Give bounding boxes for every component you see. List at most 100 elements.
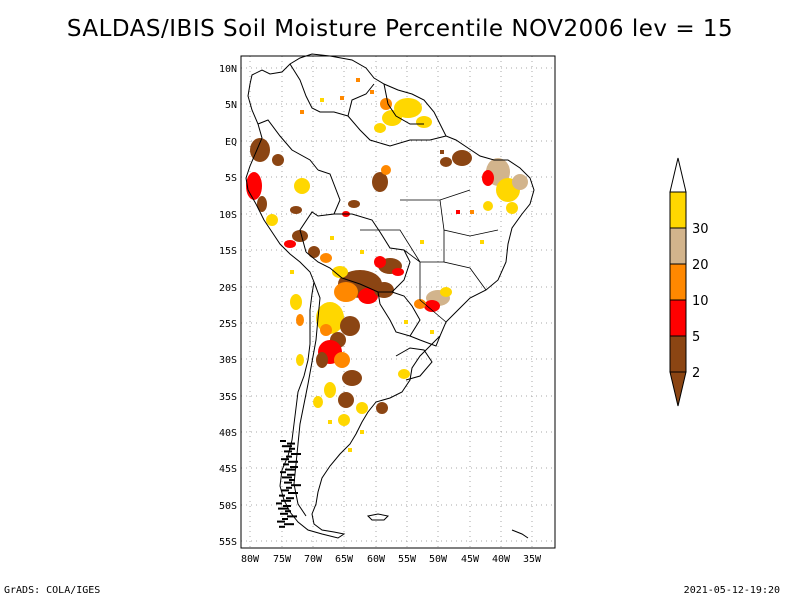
moisture-patch [376,402,388,414]
coast-island [280,440,286,442]
lat-tick-label: 35S [219,392,237,403]
coast-island [285,468,295,471]
moisture-patch [374,282,394,298]
moisture-patch [246,172,262,200]
map-title: SALDAS/IBIS Soil Moisture Percentile NOV… [66,16,734,42]
latitude-tick-labels: 10N 5N EQ 5S 10S 15S 20S 25S 30S 35S 40S 45S 50S 55S [219,64,237,548]
legend-swatch [669,263,687,301]
legend-bottom-arrow [669,371,687,407]
coast-island [283,463,289,466]
border-colombia-ecuador-peru [257,119,319,171]
lon-tick-label: 75W [273,554,292,565]
coast-island [290,466,298,468]
moisture-patch [416,116,432,128]
moisture-patch [290,206,302,214]
border-bolivia [305,213,411,293]
moisture-speckle [360,430,364,434]
coast-island [286,497,294,500]
coast-island [277,520,285,523]
moisture-patch [296,314,304,326]
legend-label: 10 [692,294,709,309]
moisture-patch [424,300,440,312]
grads-credit: GrADS: COLA/IGES [4,585,101,596]
coast-island [291,453,301,455]
moisture-patch [324,382,336,398]
moisture-patch [380,98,392,110]
legend-swatch [669,191,687,229]
moisture-patch [394,98,422,118]
legend-swatch [669,299,687,337]
lat-tick-label: 20S [219,283,237,294]
legend-top-arrow [669,157,687,193]
legend-label: 30 [692,222,709,237]
coast-island [284,450,292,453]
moisture-patch [338,414,350,426]
border-paraguay [377,291,421,337]
border-brazil-states [360,189,499,323]
moisture-patch [392,268,404,276]
lat-tick-label: 10N [219,64,237,75]
moisture-speckle [360,250,364,254]
border-uruguay [395,347,433,381]
coast-island [278,507,288,510]
legend-label: 20 [692,258,709,273]
south-america-coast [245,53,535,539]
lon-tick-label: 65W [335,554,354,565]
moisture-speckle [290,270,294,274]
moisture-speckle [328,420,332,424]
coast-island [280,512,288,515]
coast-island [288,460,298,463]
lat-tick-label: 55S [219,537,237,548]
moisture-speckle [456,210,460,214]
coast-island [282,445,292,448]
lat-tick-label: 40S [219,428,237,439]
lat-tick-label: 30S [219,355,237,366]
moisture-patch [332,266,348,278]
color-legend: 2 5 10 20 30 [669,157,709,407]
falkland-islands [366,513,390,521]
coast-island [286,486,292,489]
soil-moisture-patches [246,78,528,528]
moisture-patch [272,154,284,166]
moisture-patch [356,402,368,414]
legend-swatch [669,335,687,373]
moisture-patch [414,299,426,309]
border-colombia-venezuela [289,63,349,117]
legend-label: 2 [692,366,700,381]
coast-island [291,484,301,487]
moisture-speckle [300,110,304,114]
moisture-speckle [430,330,434,334]
border-argentina-chile [293,281,321,517]
moisture-speckle [340,96,344,100]
lat-tick-label: 5S [225,173,237,184]
moisture-patch [338,392,354,408]
moisture-patch [334,352,350,368]
continent-outline [245,53,535,539]
lat-tick-label: 45S [219,464,237,475]
moisture-speckle [370,90,374,94]
border-venezuela-guyana [347,83,375,117]
moisture-patch [398,369,410,379]
moisture-speckle [420,240,424,244]
coast-island [289,447,295,450]
coast-island [287,515,297,518]
moisture-patch [250,138,270,162]
lat-tick-label: 15S [219,246,237,257]
coast-island [279,494,285,497]
moisture-patch [296,354,304,366]
coast-island [280,471,286,474]
moisture-patch [440,287,452,297]
coast-island [285,510,291,513]
border-guyana-suriname [383,83,424,125]
longitude-tick-labels: 80W 75W 70W 65W 60W 55W 50W 45W 40W 35W [241,554,542,565]
coast-island [288,492,298,494]
coast-island [282,476,292,479]
moisture-patch [290,294,302,310]
moisture-patch [358,288,378,304]
moisture-speckle [320,98,324,102]
coast-island [286,455,292,458]
moisture-patch [320,324,332,336]
moisture-patch [320,253,332,263]
moisture-patch [342,370,362,386]
